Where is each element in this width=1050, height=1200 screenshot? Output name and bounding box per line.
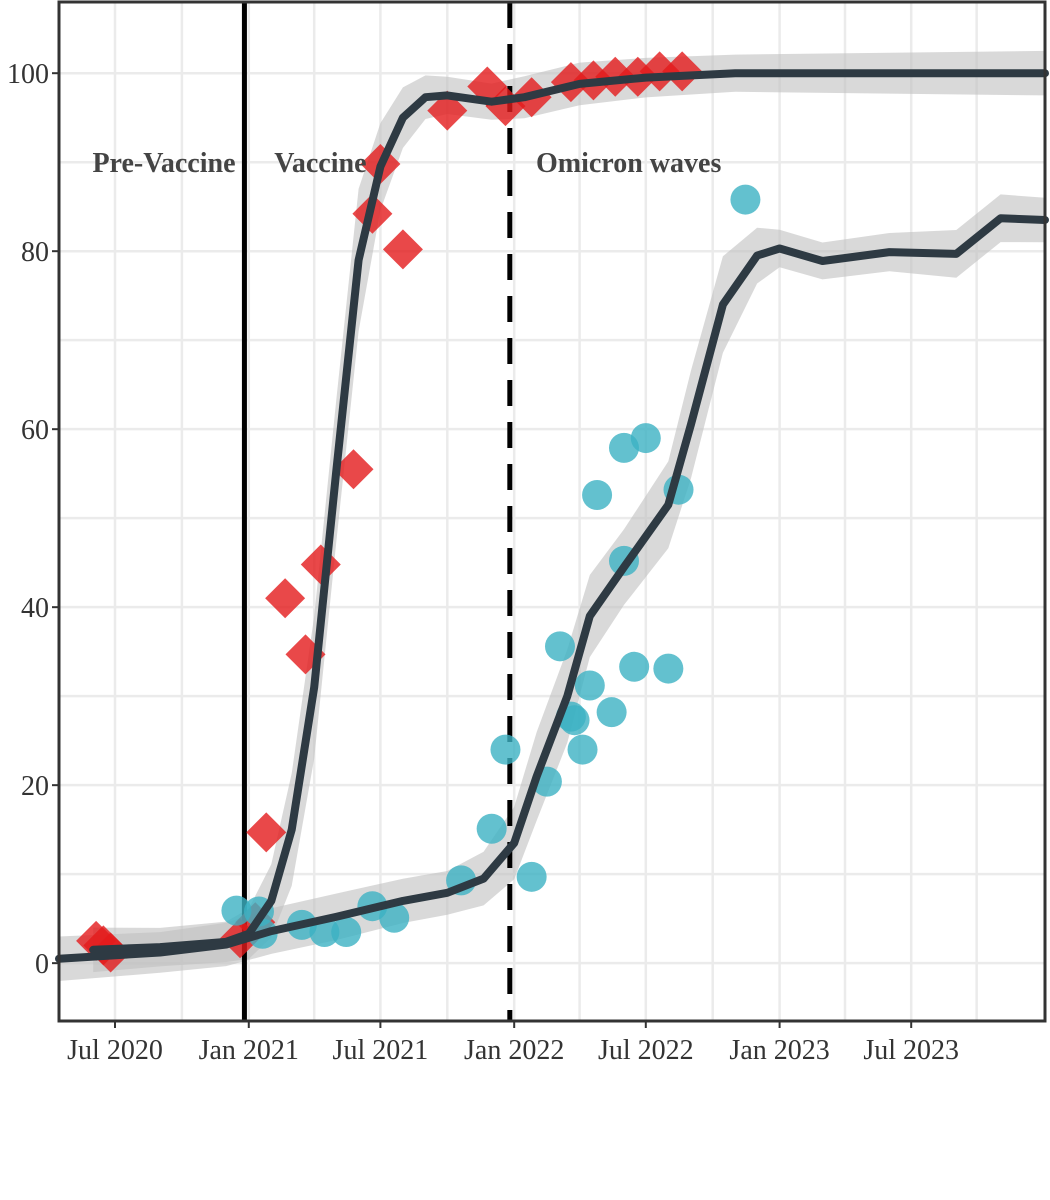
diamond-point xyxy=(333,449,374,490)
circle-point xyxy=(596,697,627,728)
phase-label: Pre-Vaccine xyxy=(92,148,235,179)
x-tick-label: Jan 2022 xyxy=(464,1035,564,1066)
confidence-band-series-1 xyxy=(93,50,1045,973)
y-tick-label: 60 xyxy=(21,415,49,446)
phase-labels: Pre-Vaccine Vaccine Omicron waves xyxy=(92,148,721,179)
data-points xyxy=(76,51,761,973)
diamond-point xyxy=(662,51,703,92)
plot-frame xyxy=(57,0,1047,1023)
y-tick-label: 20 xyxy=(21,771,49,802)
circle-point xyxy=(582,480,613,511)
circle-point xyxy=(379,902,410,933)
circle-point xyxy=(730,184,761,215)
circle-point xyxy=(544,631,575,662)
x-tick-label: Jan 2023 xyxy=(729,1035,829,1066)
trend-line-series-2 xyxy=(55,214,1049,963)
trend-line-series-1 xyxy=(89,69,1049,954)
circle-point xyxy=(653,653,684,684)
diamond-point xyxy=(382,229,423,270)
circle-point xyxy=(490,734,521,765)
circle-point xyxy=(574,670,605,701)
axes: Jul 2020 Jan 2021 Jul 2021 Jan 2022 Jul 2022… xyxy=(7,59,959,1066)
y-tick-label: 100 xyxy=(7,59,49,90)
y-tick-label: 40 xyxy=(21,593,49,624)
x-tick-label: Jan 2021 xyxy=(199,1035,299,1066)
circle-point xyxy=(331,917,362,948)
diamond-point xyxy=(265,578,306,619)
circle-point xyxy=(221,895,252,926)
diamond-point xyxy=(246,812,287,853)
circle-point xyxy=(559,705,590,736)
confidence-bands xyxy=(59,50,1045,981)
circle-point xyxy=(476,813,507,844)
y-tick-label: 80 xyxy=(21,237,49,268)
circle-point xyxy=(516,861,547,892)
circle-point xyxy=(630,423,661,454)
y-tick-label: 0 xyxy=(35,949,49,980)
phase-label: Omicron waves xyxy=(536,148,721,179)
circle-point xyxy=(619,651,650,682)
confidence-band-series-2 xyxy=(59,194,1045,981)
phase-label: Vaccine xyxy=(274,148,366,179)
x-tick-label: Jul 2021 xyxy=(333,1035,429,1066)
trend-lines xyxy=(55,69,1049,963)
x-tick-label: Jul 2022 xyxy=(598,1035,694,1066)
x-tick-label: Jul 2023 xyxy=(863,1035,959,1066)
x-tick-label: Jul 2020 xyxy=(67,1035,163,1066)
circle-point xyxy=(567,734,598,765)
